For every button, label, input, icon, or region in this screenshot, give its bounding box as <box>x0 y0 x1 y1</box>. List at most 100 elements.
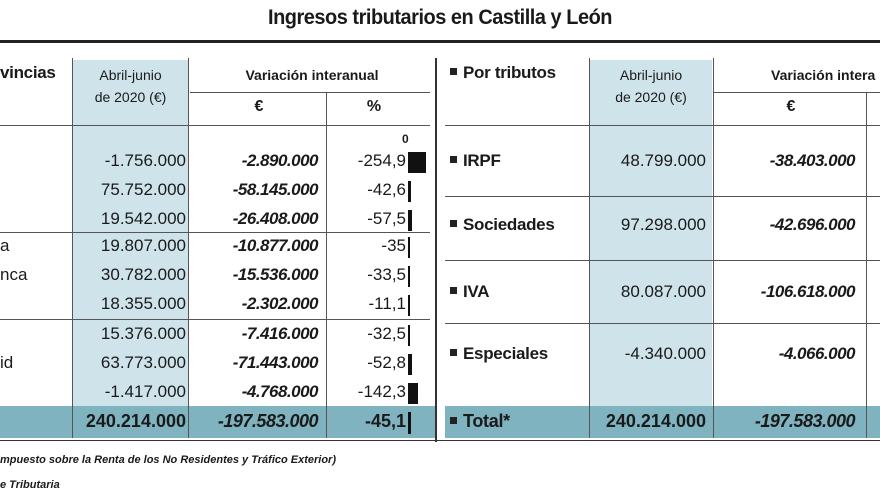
row-var-pct: -254,9 <box>357 151 406 170</box>
left-col-divider-1 <box>72 58 73 438</box>
page-title: Ingresos tributarios en Castilla y León <box>268 6 612 29</box>
row-pct-bar <box>408 181 411 202</box>
row-value: 18.355.000 <box>100 294 186 313</box>
tax-row-label: IVA <box>450 281 489 303</box>
tax-row-label: IRPF <box>450 150 501 172</box>
left-total-var-eur: -197.583.000 <box>217 411 319 431</box>
right-header-text: Por tributos <box>463 63 556 82</box>
row-value: 30.782.000 <box>100 265 186 284</box>
bullet-square-icon <box>450 349 457 357</box>
row-pct-bar <box>408 325 411 346</box>
row-pct-bar <box>408 383 419 404</box>
tax-row-label-text: Especiales <box>463 344 548 363</box>
row-var-eur: -7.416.000 <box>241 324 319 343</box>
tax-row-var-eur: -4.066.000 <box>778 344 856 363</box>
right-col-euro-header: € <box>786 98 796 115</box>
right-total-row-shading <box>445 406 880 438</box>
row-var-pct: -52,8 <box>367 353 406 372</box>
right-col-divider-3 <box>866 92 867 438</box>
row-pct-bar <box>408 152 426 173</box>
row-pct-bar <box>408 354 412 375</box>
row-var-pct: -32,5 <box>367 324 406 343</box>
tax-row-label: Especiales <box>450 343 548 365</box>
left-subheader-rule <box>190 92 430 93</box>
bar-zero-label: 0 <box>402 132 409 146</box>
row-value: 19.807.000 <box>100 236 186 255</box>
left-total-bar <box>408 412 412 434</box>
row-var-eur: -4.768.000 <box>241 382 319 401</box>
tax-row-var-eur: -38.403.000 <box>769 151 856 170</box>
right-row-rule <box>445 323 880 324</box>
right-col-divider-2 <box>713 58 714 438</box>
row-var-eur: -2.890.000 <box>241 151 319 170</box>
table-divider <box>435 58 437 442</box>
left-col-euro-header: € <box>254 98 264 115</box>
row-value: -1.417.000 <box>104 382 186 401</box>
tax-row-value: 97.298.000 <box>620 215 706 234</box>
tax-row-var-eur: -106.618.000 <box>760 282 856 301</box>
row-var-eur: -15.536.000 <box>232 265 319 284</box>
tax-row-var-eur: -42.696.000 <box>769 215 856 234</box>
row-value: 75.752.000 <box>100 180 186 199</box>
left-header-bottom-rule <box>0 125 430 126</box>
left-total-value: 240.214.000 <box>85 411 186 431</box>
left-col-period-header: Abril-junio de 2020 (€) <box>94 67 167 105</box>
left-col-divider-3 <box>326 92 327 438</box>
row-var-pct: -35 <box>381 236 406 255</box>
tax-row-label-text: Sociedades <box>463 215 555 234</box>
row-var-pct: -33,5 <box>367 265 406 284</box>
source-note: e Tributaria <box>0 479 60 491</box>
bottom-rule <box>0 440 880 441</box>
left-total-var-pct: -45,1 <box>364 411 406 431</box>
right-header-bottom-rule <box>445 125 880 126</box>
tax-row-label: Sociedades <box>450 214 555 236</box>
bullet-square-icon <box>450 416 457 424</box>
row-value: -1.756.000 <box>104 151 186 170</box>
bullet-square-icon <box>450 220 457 228</box>
row-pct-bar <box>408 237 411 258</box>
row-var-pct: -11,1 <box>368 294 407 313</box>
left-period-column-shading <box>73 60 188 410</box>
left-col-pct-header: % <box>366 98 382 115</box>
tax-row-value: 48.799.000 <box>620 151 706 170</box>
row-var-eur: -71.443.000 <box>232 353 319 372</box>
left-group-rule-2 <box>0 319 430 320</box>
footnote: mpuesto sobre la Renta de los No Residen… <box>0 454 336 466</box>
tax-row-label-text: IVA <box>463 282 490 301</box>
right-subheader-rule <box>714 92 880 93</box>
row-var-pct: -57,5 <box>367 209 406 228</box>
left-group-rule-1 <box>0 232 430 233</box>
tax-row-value: -4.340.000 <box>624 344 706 363</box>
row-var-pct: -142,3 <box>357 382 406 401</box>
tax-row-label-text: IRPF <box>463 151 501 170</box>
right-total-value: 240.214.000 <box>605 411 706 431</box>
right-total-var-eur: -197.583.000 <box>754 411 856 431</box>
row-label: id <box>0 353 14 372</box>
right-col-variation-header: Variación intera <box>771 67 876 83</box>
right-total-label-text: Total* <box>463 411 510 431</box>
right-period-column-shading <box>590 60 712 410</box>
bullet-square-icon <box>450 156 457 164</box>
row-var-pct: -42,6 <box>367 180 406 199</box>
tax-row-value: 80.087.000 <box>620 282 706 301</box>
row-pct-bar <box>408 210 413 231</box>
row-value: 15.376.000 <box>100 324 186 343</box>
row-pct-bar <box>408 295 410 316</box>
right-col-divider-1 <box>589 58 590 438</box>
row-label: a <box>0 236 10 255</box>
right-row-rule <box>445 260 880 261</box>
row-var-eur: -2.302.000 <box>241 294 319 313</box>
bullet-square-icon <box>450 68 457 76</box>
row-var-eur: -58.145.000 <box>232 180 319 199</box>
row-pct-bar <box>408 266 411 287</box>
right-row-rule <box>445 196 880 197</box>
left-col-variation-header: Variación interanual <box>245 67 379 83</box>
left-col-divider-2 <box>188 58 189 438</box>
row-label: nca <box>0 265 28 284</box>
row-value: 19.542.000 <box>100 209 186 228</box>
row-var-eur: -10.877.000 <box>232 236 319 255</box>
title-divider <box>0 40 880 43</box>
right-header-label: Por tributos <box>450 62 556 84</box>
row-var-eur: -26.408.000 <box>232 209 319 228</box>
row-value: 63.773.000 <box>100 353 186 372</box>
